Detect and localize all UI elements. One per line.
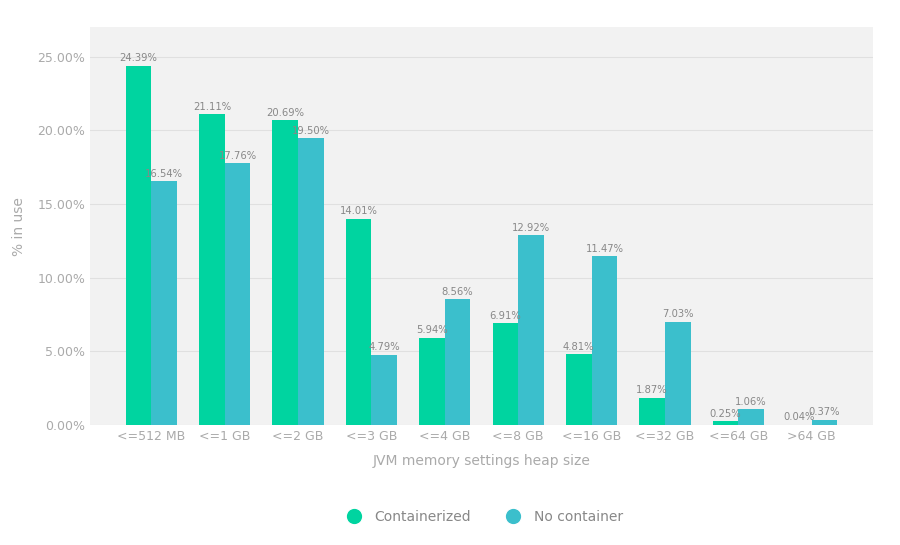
Text: 6.91%: 6.91% bbox=[490, 311, 521, 321]
Text: 0.25%: 0.25% bbox=[710, 409, 742, 419]
Text: 7.03%: 7.03% bbox=[662, 310, 694, 319]
Bar bbox=[273, 120, 298, 425]
Text: 14.01%: 14.01% bbox=[339, 207, 377, 216]
Y-axis label: % in use: % in use bbox=[13, 197, 26, 256]
Text: 0.37%: 0.37% bbox=[809, 408, 841, 417]
Text: 20.69%: 20.69% bbox=[266, 108, 304, 118]
Bar bbox=[419, 337, 445, 425]
Text: 24.39%: 24.39% bbox=[120, 53, 158, 64]
Text: 19.50%: 19.50% bbox=[292, 125, 330, 136]
Text: 17.76%: 17.76% bbox=[219, 151, 256, 161]
Bar bbox=[566, 354, 591, 425]
Legend: Containerized, No container: Containerized, No container bbox=[335, 505, 628, 530]
Bar bbox=[738, 409, 764, 425]
Text: 4.79%: 4.79% bbox=[368, 342, 400, 352]
Text: 1.06%: 1.06% bbox=[735, 397, 767, 407]
Bar bbox=[199, 114, 225, 425]
Text: 16.54%: 16.54% bbox=[145, 169, 183, 179]
Text: 21.11%: 21.11% bbox=[193, 102, 231, 112]
Bar bbox=[518, 235, 544, 425]
Text: 4.81%: 4.81% bbox=[563, 342, 595, 352]
Bar bbox=[492, 323, 518, 425]
Text: 12.92%: 12.92% bbox=[512, 222, 550, 233]
Bar bbox=[346, 219, 372, 425]
Text: 5.94%: 5.94% bbox=[416, 325, 448, 335]
Bar bbox=[126, 66, 151, 425]
Bar bbox=[591, 256, 617, 425]
Bar bbox=[639, 397, 665, 425]
Text: 11.47%: 11.47% bbox=[585, 244, 624, 254]
Text: 0.04%: 0.04% bbox=[783, 413, 814, 422]
Bar bbox=[372, 354, 397, 425]
X-axis label: JVM memory settings heap size: JVM memory settings heap size bbox=[373, 454, 590, 468]
Bar bbox=[445, 299, 471, 425]
Bar bbox=[665, 322, 690, 425]
Bar bbox=[713, 421, 738, 425]
Text: 1.87%: 1.87% bbox=[636, 385, 668, 395]
Bar bbox=[225, 164, 250, 425]
Bar bbox=[812, 420, 837, 425]
Bar bbox=[298, 138, 324, 425]
Bar bbox=[151, 181, 177, 425]
Text: 8.56%: 8.56% bbox=[442, 287, 473, 297]
